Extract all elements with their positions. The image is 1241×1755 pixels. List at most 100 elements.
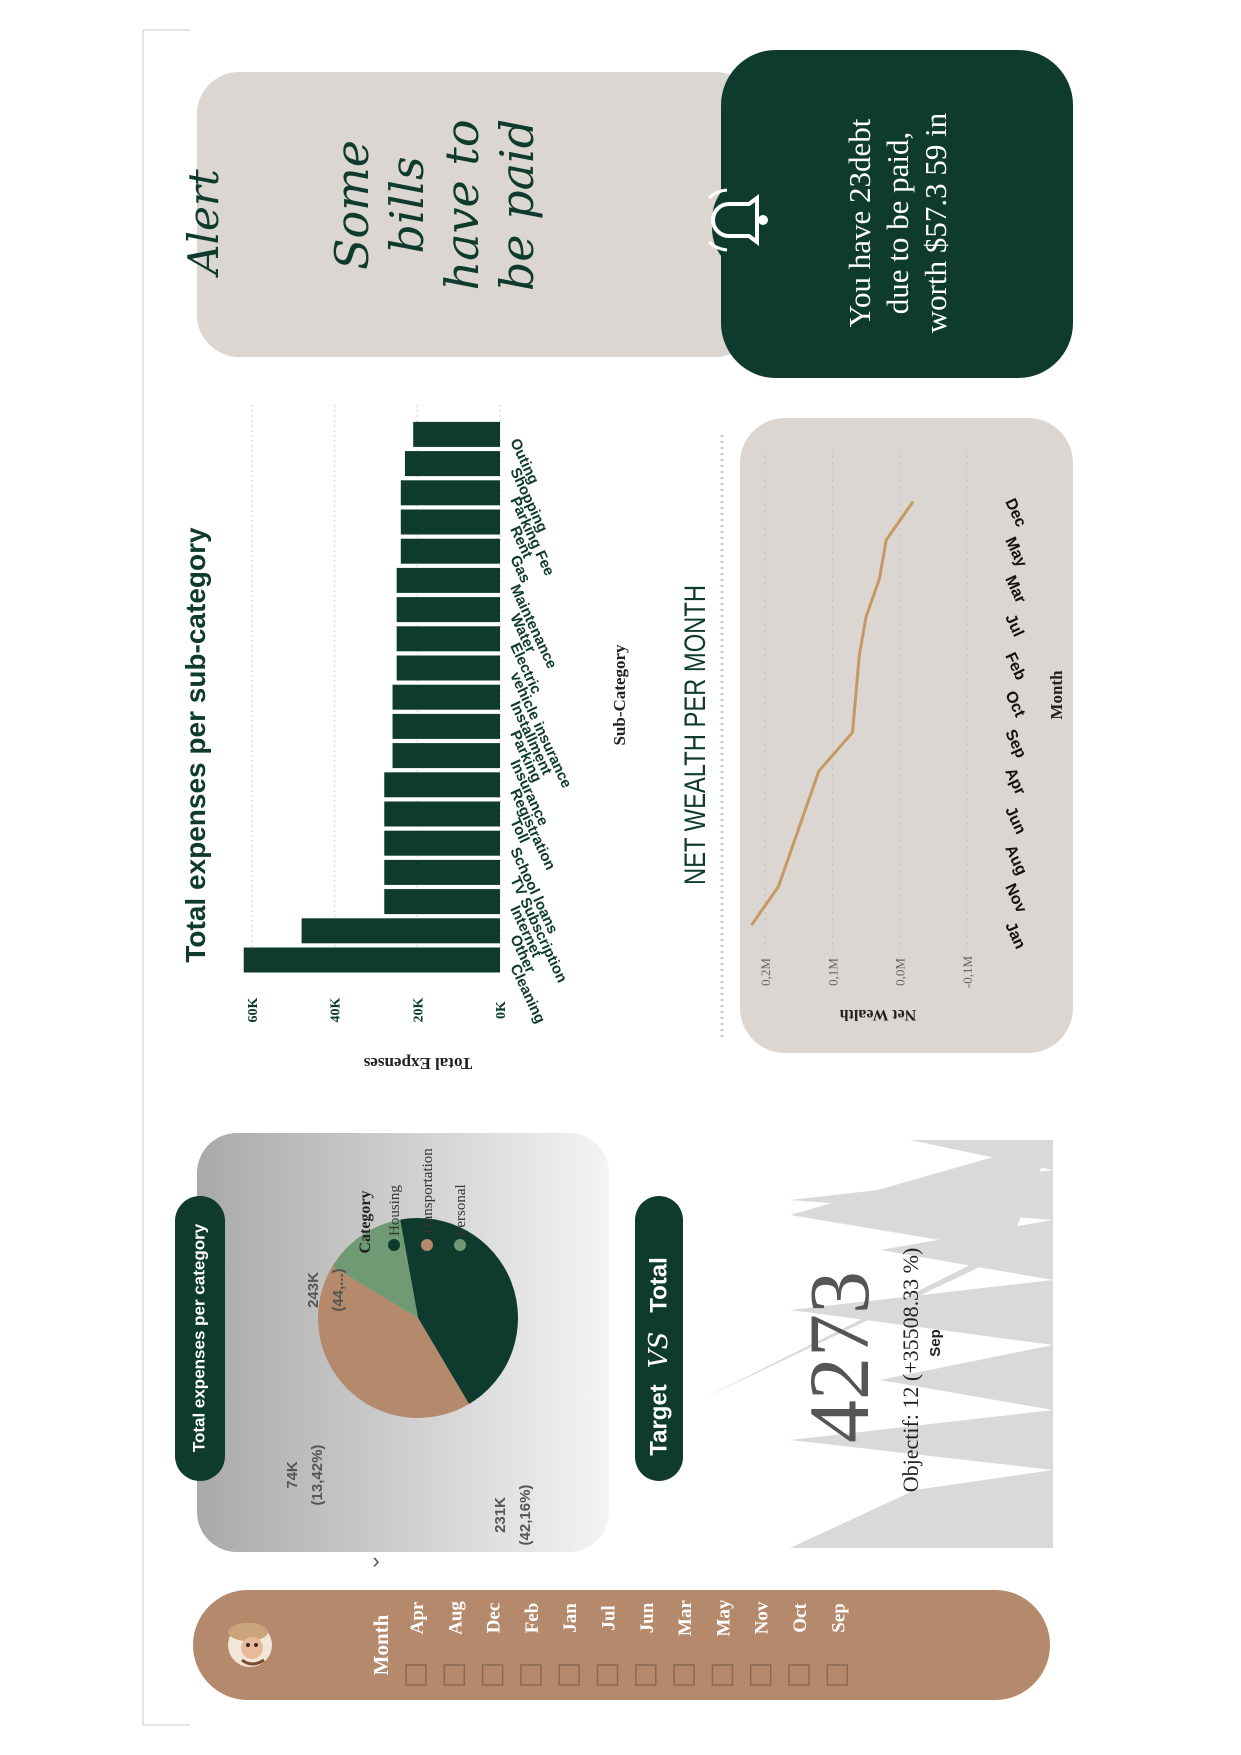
bar-maintenance[interactable] bbox=[396, 567, 500, 593]
month-checkbox-jul[interactable] bbox=[596, 1664, 619, 1686]
target-month: Sep bbox=[927, 1329, 944, 1357]
bar-internet[interactable] bbox=[384, 889, 500, 915]
bar-ytick-label: 20K bbox=[411, 997, 426, 1022]
pie-card: Total expenses per category 243K (44,...)… bbox=[175, 1133, 609, 1552]
target-header-right: Total bbox=[645, 1257, 672, 1313]
alert-message-line: due to be paid, bbox=[880, 132, 915, 315]
month-label-may[interactable]: May bbox=[713, 1599, 734, 1636]
alert-handwritten-line: bills bbox=[380, 156, 434, 253]
month-checkbox-oct[interactable] bbox=[788, 1664, 810, 1686]
month-label-jun[interactable]: Jun bbox=[637, 1602, 658, 1633]
month-checkbox-aug[interactable] bbox=[443, 1664, 466, 1686]
month-label-nov[interactable]: Nov bbox=[752, 1601, 773, 1634]
bar-chart bbox=[243, 421, 500, 973]
line-chart-ylabel: Net Wealth bbox=[840, 1006, 917, 1023]
month-label-jan[interactable]: Jan bbox=[560, 1603, 581, 1633]
month-checkbox-may[interactable] bbox=[711, 1664, 734, 1686]
target-objective: Objectif: 12 (+35508.33 %) bbox=[898, 1248, 923, 1493]
bar-chart-title: Total expenses per sub-category bbox=[180, 527, 211, 963]
slicer-background bbox=[193, 1590, 1050, 1700]
line-chart-title: NET WEALTH PER MONTH bbox=[679, 585, 712, 885]
month-label-apr[interactable]: Apr bbox=[407, 1601, 428, 1634]
bar-electric[interactable] bbox=[396, 626, 500, 652]
legend-swatch-personal bbox=[454, 1239, 466, 1251]
pie-chart bbox=[318, 1218, 518, 1418]
bar-tv-subscription[interactable] bbox=[384, 859, 500, 885]
bar-other[interactable] bbox=[301, 918, 500, 944]
net-wealth-card: NET WEALTH PER MONTH 0,2M 0,1M 0,0M -0,1M J… bbox=[679, 418, 1073, 1053]
bar-school-loans[interactable] bbox=[384, 830, 500, 856]
alert-card-background bbox=[197, 72, 757, 357]
bar-insurance[interactable] bbox=[392, 743, 500, 769]
alert-handwritten-line: Some bbox=[325, 140, 379, 270]
legend-label-personal[interactable]: Personal bbox=[453, 1184, 469, 1236]
alert-message-line: You have 23debt bbox=[842, 118, 877, 327]
bar-rent[interactable] bbox=[400, 509, 500, 535]
alert-card: Alert Some bills have to be paid You have 2… bbox=[179, 50, 1073, 378]
target-header bbox=[635, 1196, 683, 1481]
pie-legend: Category Housing Transportation Personal bbox=[357, 1148, 469, 1254]
legend-title: Category bbox=[357, 1190, 374, 1253]
bar-ytick-label: 40K bbox=[329, 997, 344, 1022]
bar-installment[interactable] bbox=[392, 684, 500, 710]
pie-slice-housing[interactable] bbox=[400, 1218, 518, 1405]
bell-icon bbox=[707, 188, 768, 252]
pie-card-title: Total expenses per category bbox=[189, 1223, 208, 1452]
avatar-icon bbox=[228, 1623, 272, 1667]
legend-swatch-transportation bbox=[421, 1239, 433, 1251]
alert-message-box bbox=[721, 50, 1073, 378]
pie-pct-label: (44,...) bbox=[330, 1268, 347, 1311]
net-wealth-line bbox=[750, 500, 915, 926]
bar-vehicle-insurance[interactable] bbox=[396, 655, 500, 681]
month-checkbox-apr[interactable] bbox=[405, 1664, 427, 1686]
month-checkbox-nov[interactable] bbox=[749, 1664, 772, 1686]
month-label-feb[interactable]: Feb bbox=[522, 1603, 543, 1634]
month-checkbox-jan[interactable] bbox=[558, 1664, 580, 1686]
bar-parking[interactable] bbox=[392, 713, 500, 739]
month-checkbox-sep[interactable] bbox=[826, 1664, 849, 1686]
bar-cleaning[interactable] bbox=[243, 947, 500, 973]
month-checkbox-mar[interactable] bbox=[673, 1664, 695, 1686]
month-label-dec[interactable]: Dec bbox=[484, 1603, 505, 1634]
alert-handwritten-line: have to bbox=[435, 119, 489, 290]
month-label-aug[interactable]: Aug bbox=[445, 1601, 466, 1635]
pie-value-label: 243K bbox=[305, 1272, 322, 1308]
pie-value-label: 74K bbox=[284, 1461, 301, 1489]
alert-message-line: worth $57.3 59 in bbox=[918, 112, 953, 333]
pie-card-header bbox=[175, 1196, 225, 1481]
bar-registration[interactable] bbox=[384, 772, 500, 798]
bar-parking-fee[interactable] bbox=[400, 480, 500, 506]
bar-outing[interactable] bbox=[413, 421, 500, 447]
month-label-jul[interactable]: Jul bbox=[599, 1605, 620, 1630]
alert-handwritten-line: be paid bbox=[490, 119, 544, 291]
line-ytick-label: 0,2M bbox=[758, 958, 773, 986]
month-checkbox-jun[interactable] bbox=[635, 1664, 657, 1686]
line-card-background bbox=[740, 418, 1073, 1053]
month-label-oct[interactable]: Oct bbox=[790, 1603, 811, 1633]
legend-label-housing[interactable]: Housing bbox=[387, 1185, 403, 1236]
bar-water[interactable] bbox=[396, 597, 500, 623]
month-label-mar[interactable]: Mar bbox=[675, 1600, 696, 1636]
target-header-left: Target bbox=[645, 1384, 672, 1456]
target-value: 4273 bbox=[791, 1271, 887, 1443]
slicer-title: Month bbox=[369, 1614, 393, 1675]
bar-chart-xlabel: Sub-Category bbox=[610, 644, 629, 746]
bar-gas[interactable] bbox=[400, 538, 500, 564]
month-label-sep[interactable]: Sep bbox=[828, 1603, 849, 1633]
month-checkbox-dec[interactable] bbox=[481, 1664, 504, 1686]
pie-pct-label: (13,42%) bbox=[309, 1445, 326, 1506]
peak-shape-2 bbox=[700, 1140, 1053, 1400]
pie-pct-label: (42,16%) bbox=[517, 1485, 534, 1546]
subcategory-bar-card: Total expenses per sub-category Cleaning… bbox=[180, 405, 629, 1073]
alert-title: Alert bbox=[179, 169, 228, 279]
bar-shopping[interactable] bbox=[404, 451, 500, 477]
pie-slice-transportation[interactable] bbox=[318, 1266, 470, 1418]
month-checkbox-feb[interactable] bbox=[520, 1664, 542, 1686]
bar-toll[interactable] bbox=[384, 801, 500, 827]
legend-label-transportation[interactable]: Transportation bbox=[420, 1148, 436, 1236]
month-slicer: Month Apr Aug Dec Feb Jan Jul Jun Mar May Nov Oct S… bbox=[193, 1548, 1050, 1700]
chevron-right-icon[interactable]: › bbox=[372, 1548, 379, 1573]
line-ytick-label: 0,0M bbox=[893, 958, 908, 986]
bar-chart-ylabel: Total Expenses bbox=[363, 1054, 472, 1073]
